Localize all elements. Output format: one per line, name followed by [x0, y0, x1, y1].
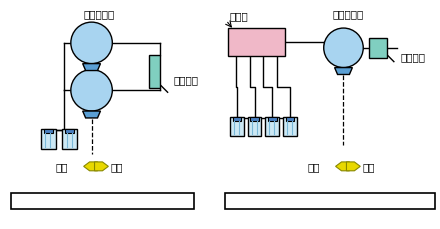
Bar — [250, 117, 259, 121]
FancyArrow shape — [346, 162, 360, 171]
Bar — [66, 129, 74, 133]
Bar — [225, 193, 435, 209]
Bar — [283, 117, 297, 136]
Bar — [149, 55, 160, 89]
Text: 低圧グラジエント方式: 低圧グラジエント方式 — [299, 196, 361, 206]
Polygon shape — [83, 112, 100, 118]
Bar — [369, 39, 387, 58]
Bar — [11, 193, 194, 209]
Bar — [233, 117, 241, 121]
Circle shape — [324, 29, 363, 68]
Text: 常圧: 常圧 — [55, 162, 68, 172]
Text: 送液ポンプ: 送液ポンプ — [84, 9, 115, 19]
Bar — [62, 129, 77, 149]
Bar — [268, 117, 276, 121]
Text: 高圧: 高圧 — [110, 162, 123, 172]
Text: ミキサー: ミキサー — [401, 52, 426, 61]
Text: 電磁弁: 電磁弁 — [230, 11, 249, 21]
Text: 高圧: 高圧 — [362, 162, 375, 172]
Bar — [265, 117, 279, 136]
FancyArrow shape — [84, 162, 98, 171]
Bar — [228, 29, 285, 57]
Polygon shape — [83, 64, 100, 71]
Bar — [286, 117, 294, 121]
Bar — [248, 117, 261, 136]
Text: ミキサー: ミキサー — [173, 75, 198, 85]
Polygon shape — [334, 68, 352, 75]
Bar — [44, 129, 52, 133]
Circle shape — [71, 23, 112, 64]
Bar — [40, 129, 55, 149]
Bar — [230, 117, 244, 136]
FancyArrow shape — [95, 162, 108, 171]
FancyArrow shape — [336, 162, 349, 171]
Text: 送液ポンプ: 送液ポンプ — [333, 9, 364, 19]
Text: 高圧グラジエント方式: 高圧グラジエント方式 — [71, 196, 134, 206]
Circle shape — [71, 70, 112, 112]
Text: 常圧: 常圧 — [307, 162, 320, 172]
